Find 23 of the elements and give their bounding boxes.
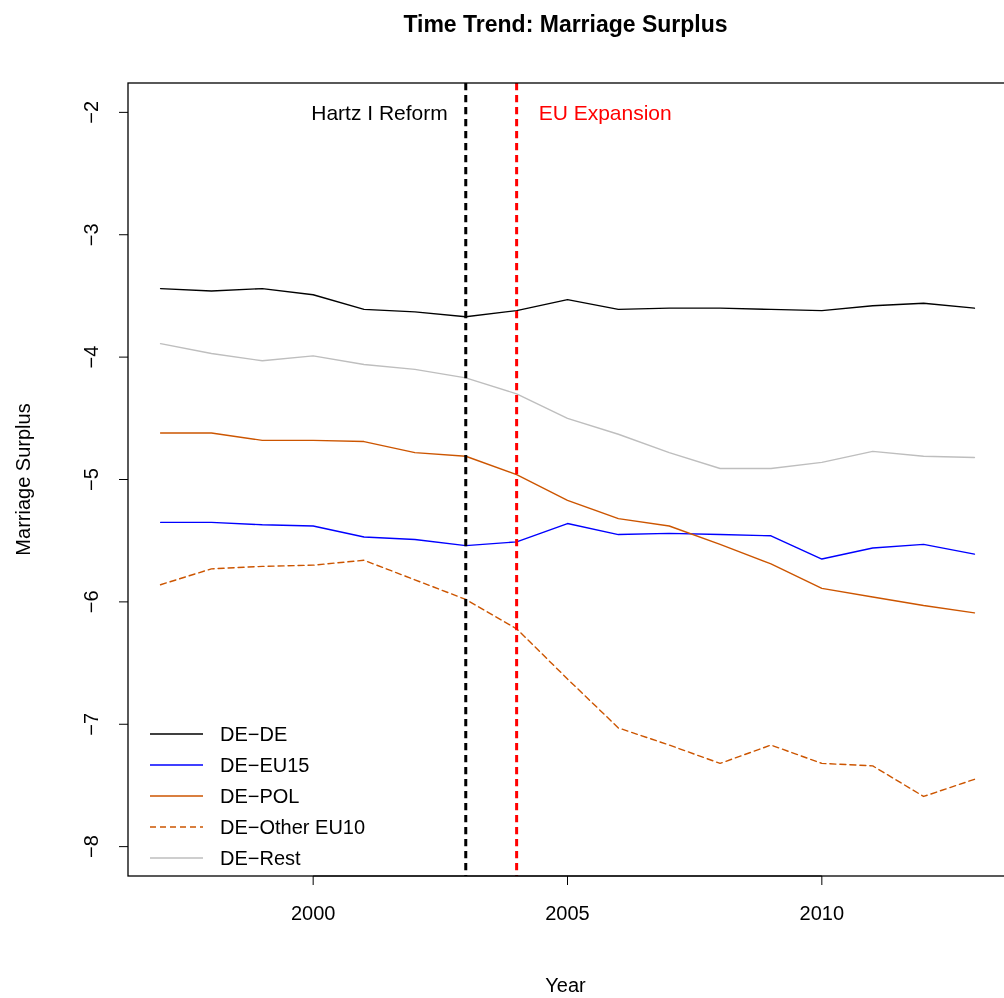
ref-line-label: Hartz I Reform <box>311 101 448 124</box>
line-series <box>159 521 976 560</box>
legend-label: DE−DE <box>220 723 288 745</box>
chart-title: Time Trend: Marriage Surplus <box>403 11 728 37</box>
y-tick-label: −5 <box>80 468 102 491</box>
legend-label: DE−EU15 <box>220 754 310 776</box>
x-tick-label: 2005 <box>545 902 590 924</box>
y-tick-label: −2 <box>80 100 102 124</box>
y-tick-label: −8 <box>80 835 102 859</box>
y-tick-label: −4 <box>80 345 102 369</box>
legend-label: DE−Rest <box>220 847 302 869</box>
y-tick-label: −6 <box>80 590 102 614</box>
line-series <box>159 432 976 614</box>
legend-label: DE−POL <box>220 785 300 807</box>
y-tick-label: −3 <box>80 223 102 247</box>
y-tick-label: −7 <box>80 712 102 736</box>
y-axis-title: Marriage Surplus <box>12 403 34 556</box>
ref-line-label: EU Expansion <box>538 101 672 124</box>
x-tick-label: 2000 <box>290 902 336 924</box>
legend-label: DE−Other EU10 <box>220 816 366 838</box>
x-tick-label: 2010 <box>799 902 845 924</box>
x-axis-title: Year <box>545 974 587 996</box>
line-series <box>159 342 976 470</box>
